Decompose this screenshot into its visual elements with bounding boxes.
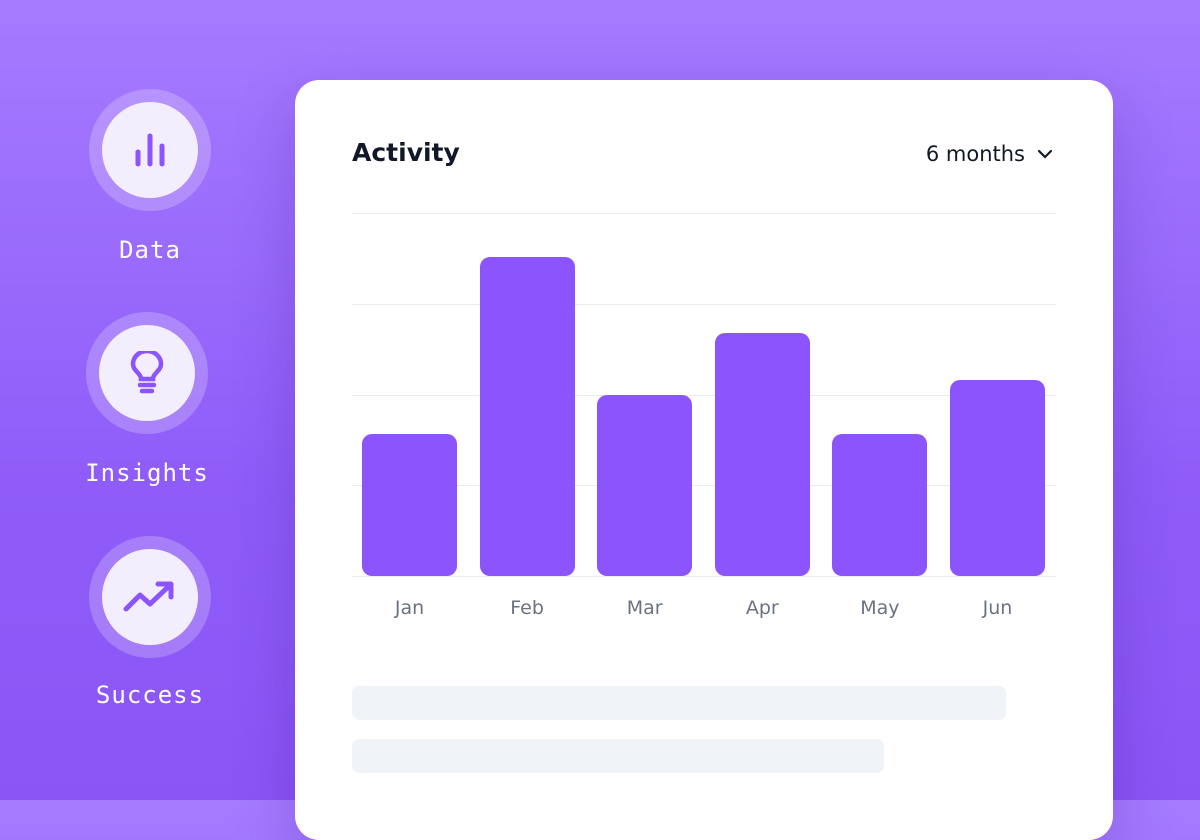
card-title: Activity [352,138,460,167]
gridline [352,394,1056,396]
bar-feb[interactable] [479,256,575,576]
x-tick-label: May [860,597,900,619]
gridline [352,213,1056,214]
chevron-down-icon [1037,149,1053,159]
bar-apr[interactable] [714,332,810,576]
bar-chart-icon [135,133,165,167]
bar-jan[interactable] [362,434,457,576]
trending-up-icon [123,581,174,612]
skeleton-line [352,739,884,773]
feature-label: Success [95,681,205,709]
feature-success[interactable]: Success [80,536,220,709]
range-label: 6 months [925,142,1025,166]
bar-may[interactable] [832,434,928,576]
x-tick-label: Feb [510,597,544,619]
bar-mar[interactable] [597,394,693,576]
feature-label: Insights [85,459,209,487]
bar-jun[interactable] [950,379,1045,576]
gridline [352,576,1056,577]
range-dropdown[interactable]: 6 months [926,142,1053,166]
feature-label: Data [119,236,181,264]
x-tick-label: Mar [626,597,663,619]
activity-card: Activity 6 months Jan Feb Mar Apr May Jun [295,80,1113,840]
x-tick-label: Jan [394,597,425,619]
lightbulb-icon [130,351,164,394]
gridline [352,303,1056,305]
feature-insights[interactable]: Insights [77,312,217,487]
gridline [352,485,1056,487]
feature-data[interactable]: Data [80,89,220,264]
x-tick-label: Jun [982,597,1013,619]
x-tick-label: Apr [745,597,779,619]
skeleton-line [352,686,1006,720]
